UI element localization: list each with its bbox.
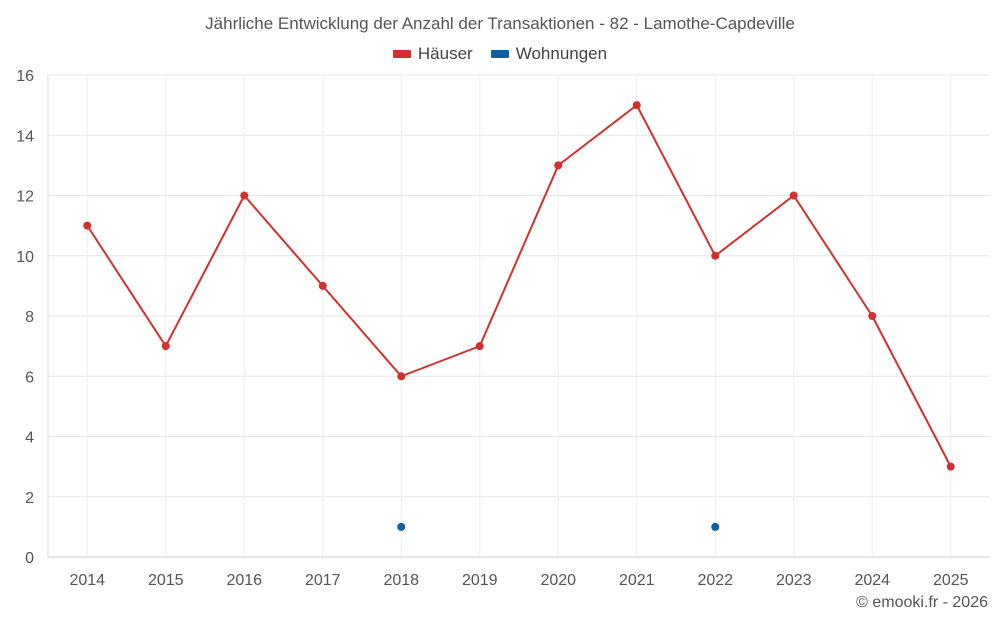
legend-swatch-apartments	[490, 50, 509, 58]
data-point-houses	[632, 101, 641, 110]
data-point-houses	[789, 191, 798, 200]
x-tick-label: 2021	[619, 572, 655, 589]
legend-item-houses[interactable]: Häuser	[392, 44, 473, 64]
legend-label-houses: Häuser	[417, 44, 473, 63]
y-tick-label: 6	[25, 369, 34, 386]
series-line-houses	[86, 104, 952, 468]
data-point-houses	[161, 342, 170, 351]
x-tick-label: 2017	[305, 572, 341, 589]
x-tick-label: 2022	[697, 572, 733, 589]
data-point-houses	[83, 221, 92, 230]
x-tick-label: 2018	[383, 572, 419, 589]
data-point-houses	[240, 191, 249, 200]
x-tick-label: 2023	[776, 572, 812, 589]
data-point-houses	[868, 312, 877, 320]
data-point-houses	[397, 372, 406, 381]
legend-item-apartments[interactable]: Wohnungen	[490, 44, 608, 64]
x-tick-label: 2020	[540, 572, 576, 589]
y-tick-label: 16	[16, 68, 34, 85]
credit-text: © emooki.fr - 2026	[856, 594, 988, 611]
y-tick-label: 12	[16, 189, 34, 206]
legend: Häuser Wohnungen	[0, 44, 1000, 64]
y-tick-label: 14	[16, 128, 34, 145]
data-point-houses	[946, 462, 955, 471]
y-tick-label: 10	[16, 249, 34, 266]
data-point-houses	[475, 342, 484, 351]
x-tick-label: 2014	[69, 572, 105, 589]
y-tick-label: 4	[25, 430, 34, 447]
y-tick-label: 8	[25, 309, 34, 326]
data-point-houses	[318, 281, 327, 290]
legend-swatch-houses	[392, 50, 411, 58]
x-tick-label: 2024	[854, 572, 890, 589]
chart-title: Jährliche Entwicklung der Anzahl der Tra…	[205, 14, 795, 33]
legend-label-apartments: Wohnungen	[515, 44, 608, 63]
y-tick-label: 0	[25, 550, 34, 567]
y-tick-label: 2	[25, 490, 34, 507]
x-tick-label: 2015	[148, 572, 184, 589]
data-point-apartments	[397, 522, 406, 531]
data-point-houses	[554, 161, 563, 170]
x-tick-label: 2019	[462, 572, 498, 589]
x-tick-label: 2016	[226, 572, 262, 589]
data-point-houses	[711, 251, 720, 260]
x-tick-label: 2025	[933, 572, 969, 589]
data-point-apartments	[711, 522, 720, 531]
